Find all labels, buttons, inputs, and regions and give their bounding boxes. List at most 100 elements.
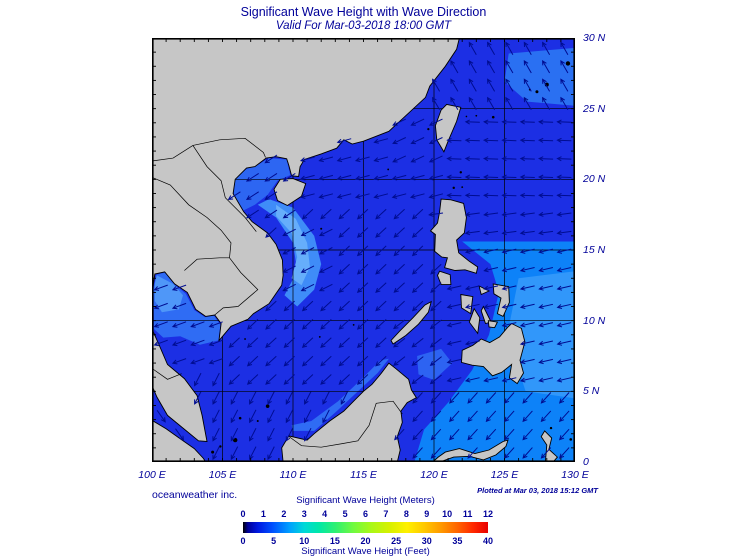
wave-direction-arrow <box>501 211 517 217</box>
islet <box>238 416 242 420</box>
wave-direction-arrow <box>175 428 185 442</box>
wave-direction-arrow <box>540 447 552 459</box>
wave-direction-arrow <box>412 392 423 404</box>
wave-direction-arrow <box>354 174 370 181</box>
wave-direction-arrow <box>375 300 387 312</box>
wave-direction-arrow <box>267 446 275 461</box>
wave-direction-arrow <box>356 263 369 275</box>
wave-direction-arrow <box>246 355 259 367</box>
wave-direction-arrow <box>153 321 168 328</box>
wave-direction-arrow <box>429 319 442 330</box>
wave-direction-arrow <box>538 211 554 217</box>
border-china-indochina <box>151 137 266 162</box>
border-thailand-cambodia <box>184 257 230 271</box>
wave-direction-arrow <box>212 372 220 387</box>
wave-direction-arrow <box>556 358 572 365</box>
wave-direction-arrow <box>558 428 570 441</box>
wave-direction-arrow <box>556 211 572 217</box>
wave-direction-arrow <box>282 209 296 219</box>
wave-direction-arrow <box>230 409 239 424</box>
wave-direction-arrow <box>265 227 277 238</box>
sea-zone-philippine-sea-light <box>507 271 575 399</box>
wave-direction-arrow <box>538 340 554 346</box>
wave-direction-arrow <box>446 174 462 180</box>
feet-tick: 35 <box>452 536 463 546</box>
map-subtitle: Valid For Mar-03-2018 18:00 GMT <box>275 20 452 32</box>
wave-direction-arrow <box>212 427 220 442</box>
meters-tick: 11 <box>462 509 473 519</box>
meters-tick: 1 <box>260 509 266 519</box>
wave-direction-arrow <box>393 245 405 257</box>
islet <box>569 438 573 441</box>
wave-direction-arrow <box>264 191 278 200</box>
wave-direction-arrow <box>468 96 477 111</box>
border-vietnam-laos <box>192 145 257 232</box>
wave-direction-arrow <box>338 355 350 367</box>
wave-direction-arrow <box>299 193 315 199</box>
wave-direction-arrow <box>249 409 257 424</box>
wave-direction-arrow <box>230 427 239 442</box>
wave-direction-arrow <box>428 118 443 126</box>
wave-direction-arrow <box>519 156 535 162</box>
meters-tick: 10 <box>442 509 453 519</box>
meters-tick: 0 <box>240 509 246 519</box>
wave-direction-arrow <box>411 374 424 385</box>
wave-direction-arrow <box>264 209 278 219</box>
wave-direction-arrow <box>375 245 387 257</box>
wave-direction-arrow <box>501 303 517 309</box>
wave-direction-arrow <box>338 319 350 330</box>
wave-direction-arrow <box>322 409 330 424</box>
wave-direction-arrow <box>285 427 294 442</box>
meters-tick: 8 <box>403 509 409 519</box>
wave-direction-arrow <box>504 410 515 423</box>
wave-direction-arrow <box>556 137 572 143</box>
meters-tick: 6 <box>362 509 368 519</box>
wave-direction-arrow <box>538 322 554 328</box>
wave-direction-arrow <box>501 137 517 143</box>
lat-tick-label: 30 N <box>583 32 606 44</box>
wave-direction-arrow <box>519 340 535 346</box>
lon-tick-label: 130 E <box>561 469 589 481</box>
wave-direction-arrow <box>556 285 572 291</box>
wave-direction-arrow <box>393 356 406 366</box>
wave-direction-arrow <box>356 337 369 349</box>
wave-direction-arrow <box>538 137 554 143</box>
wave-direction-arrow <box>483 192 499 199</box>
sea-zone-ryukyu-patch <box>504 47 575 106</box>
wave-direction-arrow <box>449 392 460 404</box>
wave-direction-arrow <box>282 247 296 255</box>
wave-direction-arrow <box>392 155 407 163</box>
wave-direction-arrow <box>410 155 425 163</box>
wave-direction-arrow <box>556 230 572 236</box>
wave-direction-arrow <box>464 192 480 199</box>
wave-direction-arrow <box>194 372 202 387</box>
wave-direction-arrow <box>394 428 405 441</box>
wave-direction-arrow <box>519 322 535 328</box>
legend-meters-ticks: 0 1 2 3 4 5 6 7 8 9 10 11 12 <box>240 509 493 519</box>
feet-tick: 40 <box>482 536 493 546</box>
wave-direction-arrow <box>320 300 332 312</box>
wave-direction-arrow <box>467 428 478 441</box>
lon-tick-label: 125 E <box>490 469 519 481</box>
wave-direction-arrow <box>464 303 480 309</box>
wave-direction-arrow <box>446 192 462 199</box>
wave-direction-arrow <box>556 322 572 328</box>
border-laos-thailand <box>153 177 232 258</box>
wave-direction-arrow <box>171 284 187 291</box>
feet-tick: 20 <box>360 536 371 546</box>
wave-direction-arrow <box>446 340 462 346</box>
wave-direction-arrow <box>338 208 350 220</box>
wave-direction-arrow <box>430 447 442 459</box>
islet <box>535 90 539 94</box>
wave-direction-arrow <box>538 303 554 309</box>
wave-direction-arrow <box>227 191 241 200</box>
wave-direction-arrow <box>265 319 277 330</box>
wave-direction-arrow <box>485 410 497 423</box>
wave-direction-arrow <box>320 374 332 385</box>
wave-direction-arrow <box>446 137 462 143</box>
wave-direction-arrow <box>300 247 315 255</box>
wave-direction-arrow <box>208 339 223 347</box>
wave-direction-arrow <box>318 265 333 273</box>
land-borneo <box>281 362 418 463</box>
wave-direction-arrow <box>501 156 517 162</box>
